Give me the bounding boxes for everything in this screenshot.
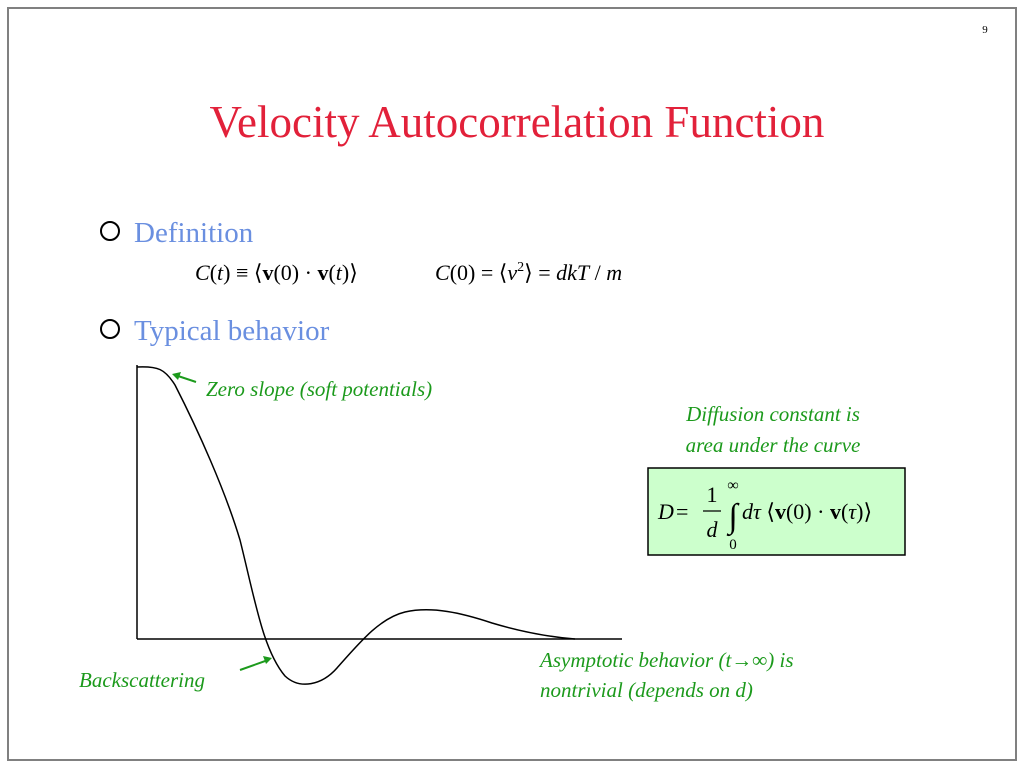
arrow-head (172, 372, 181, 380)
eq-part: v (775, 499, 786, 524)
eq-part: t (336, 260, 343, 285)
annotation: Backscattering (79, 668, 205, 692)
annotation: nontrivial (depends on d) (540, 678, 753, 702)
eq-part: ) ≡ ⟨ (223, 260, 262, 285)
eq-part: )⟩ (342, 260, 358, 285)
eq-part: C (435, 260, 450, 285)
equation: C(0) = ⟨v2⟩ = dkT / m (435, 260, 622, 285)
eq-part: τ (753, 499, 762, 524)
eq-part: / (589, 260, 606, 285)
bullet-icon (100, 221, 120, 241)
eq-part: C (195, 260, 210, 285)
formula-box (647, 467, 906, 556)
eq-part: ∫ (726, 498, 740, 537)
eq-part: v (507, 260, 517, 285)
eq-part: v (830, 499, 841, 524)
eq-part: dτ ⟨v(0) · v(τ)⟩ (742, 499, 872, 524)
eq-part: t (217, 260, 224, 285)
annotation: Zero slope (soft potentials) (206, 377, 432, 401)
eq-part: D (657, 499, 674, 524)
eq-part: τ (848, 499, 857, 524)
arrow-head (263, 656, 272, 664)
eq-part: 0 (729, 537, 737, 553)
eq-part: 1 (707, 482, 718, 507)
eq-part: ⟨ (761, 499, 775, 524)
eq-part: 2 (517, 260, 524, 275)
eq-part: m (606, 260, 622, 285)
slide-frame (7, 7, 1017, 761)
vacf-curve (136, 366, 576, 685)
eq-part: d (742, 499, 754, 524)
eq-part: ∞ (727, 477, 738, 494)
eq-part: ( (841, 499, 848, 524)
eq-part: dkT (556, 260, 591, 285)
bullet-icon (100, 319, 120, 339)
eq-part: = (676, 499, 688, 524)
annotation: Asymptotic behavior (t→∞) is (538, 648, 794, 672)
eq-part: (0) · (273, 260, 317, 285)
eq-part: v (317, 260, 328, 285)
eq-part: )⟩ (856, 499, 872, 524)
title: Velocity Autocorrelation Function (210, 97, 825, 147)
bullet-text: Typical behavior (134, 315, 330, 347)
eq-part: ⟩ = (524, 260, 556, 285)
arrow (239, 659, 269, 671)
equation: C(t) ≡ ⟨v(0) · v(t)⟩ (195, 260, 358, 285)
annotation: area under the curve (686, 433, 861, 457)
eq-part: ( (328, 260, 335, 285)
annotation: Diffusion constant is (685, 402, 860, 426)
page-number: 9 (982, 24, 988, 36)
eq-part: ( (210, 260, 217, 285)
diffusion-equation: D = 1 d ∞ ∫ 0 dτ ⟨v(0) · v(τ)⟩ (657, 477, 872, 553)
eq-part: v (262, 260, 273, 285)
bullet-text: Definition (134, 217, 254, 249)
eq-part: (0) = ⟨ (450, 260, 508, 285)
eq-part: (0) · (786, 499, 830, 524)
eq-part: d (707, 517, 719, 542)
